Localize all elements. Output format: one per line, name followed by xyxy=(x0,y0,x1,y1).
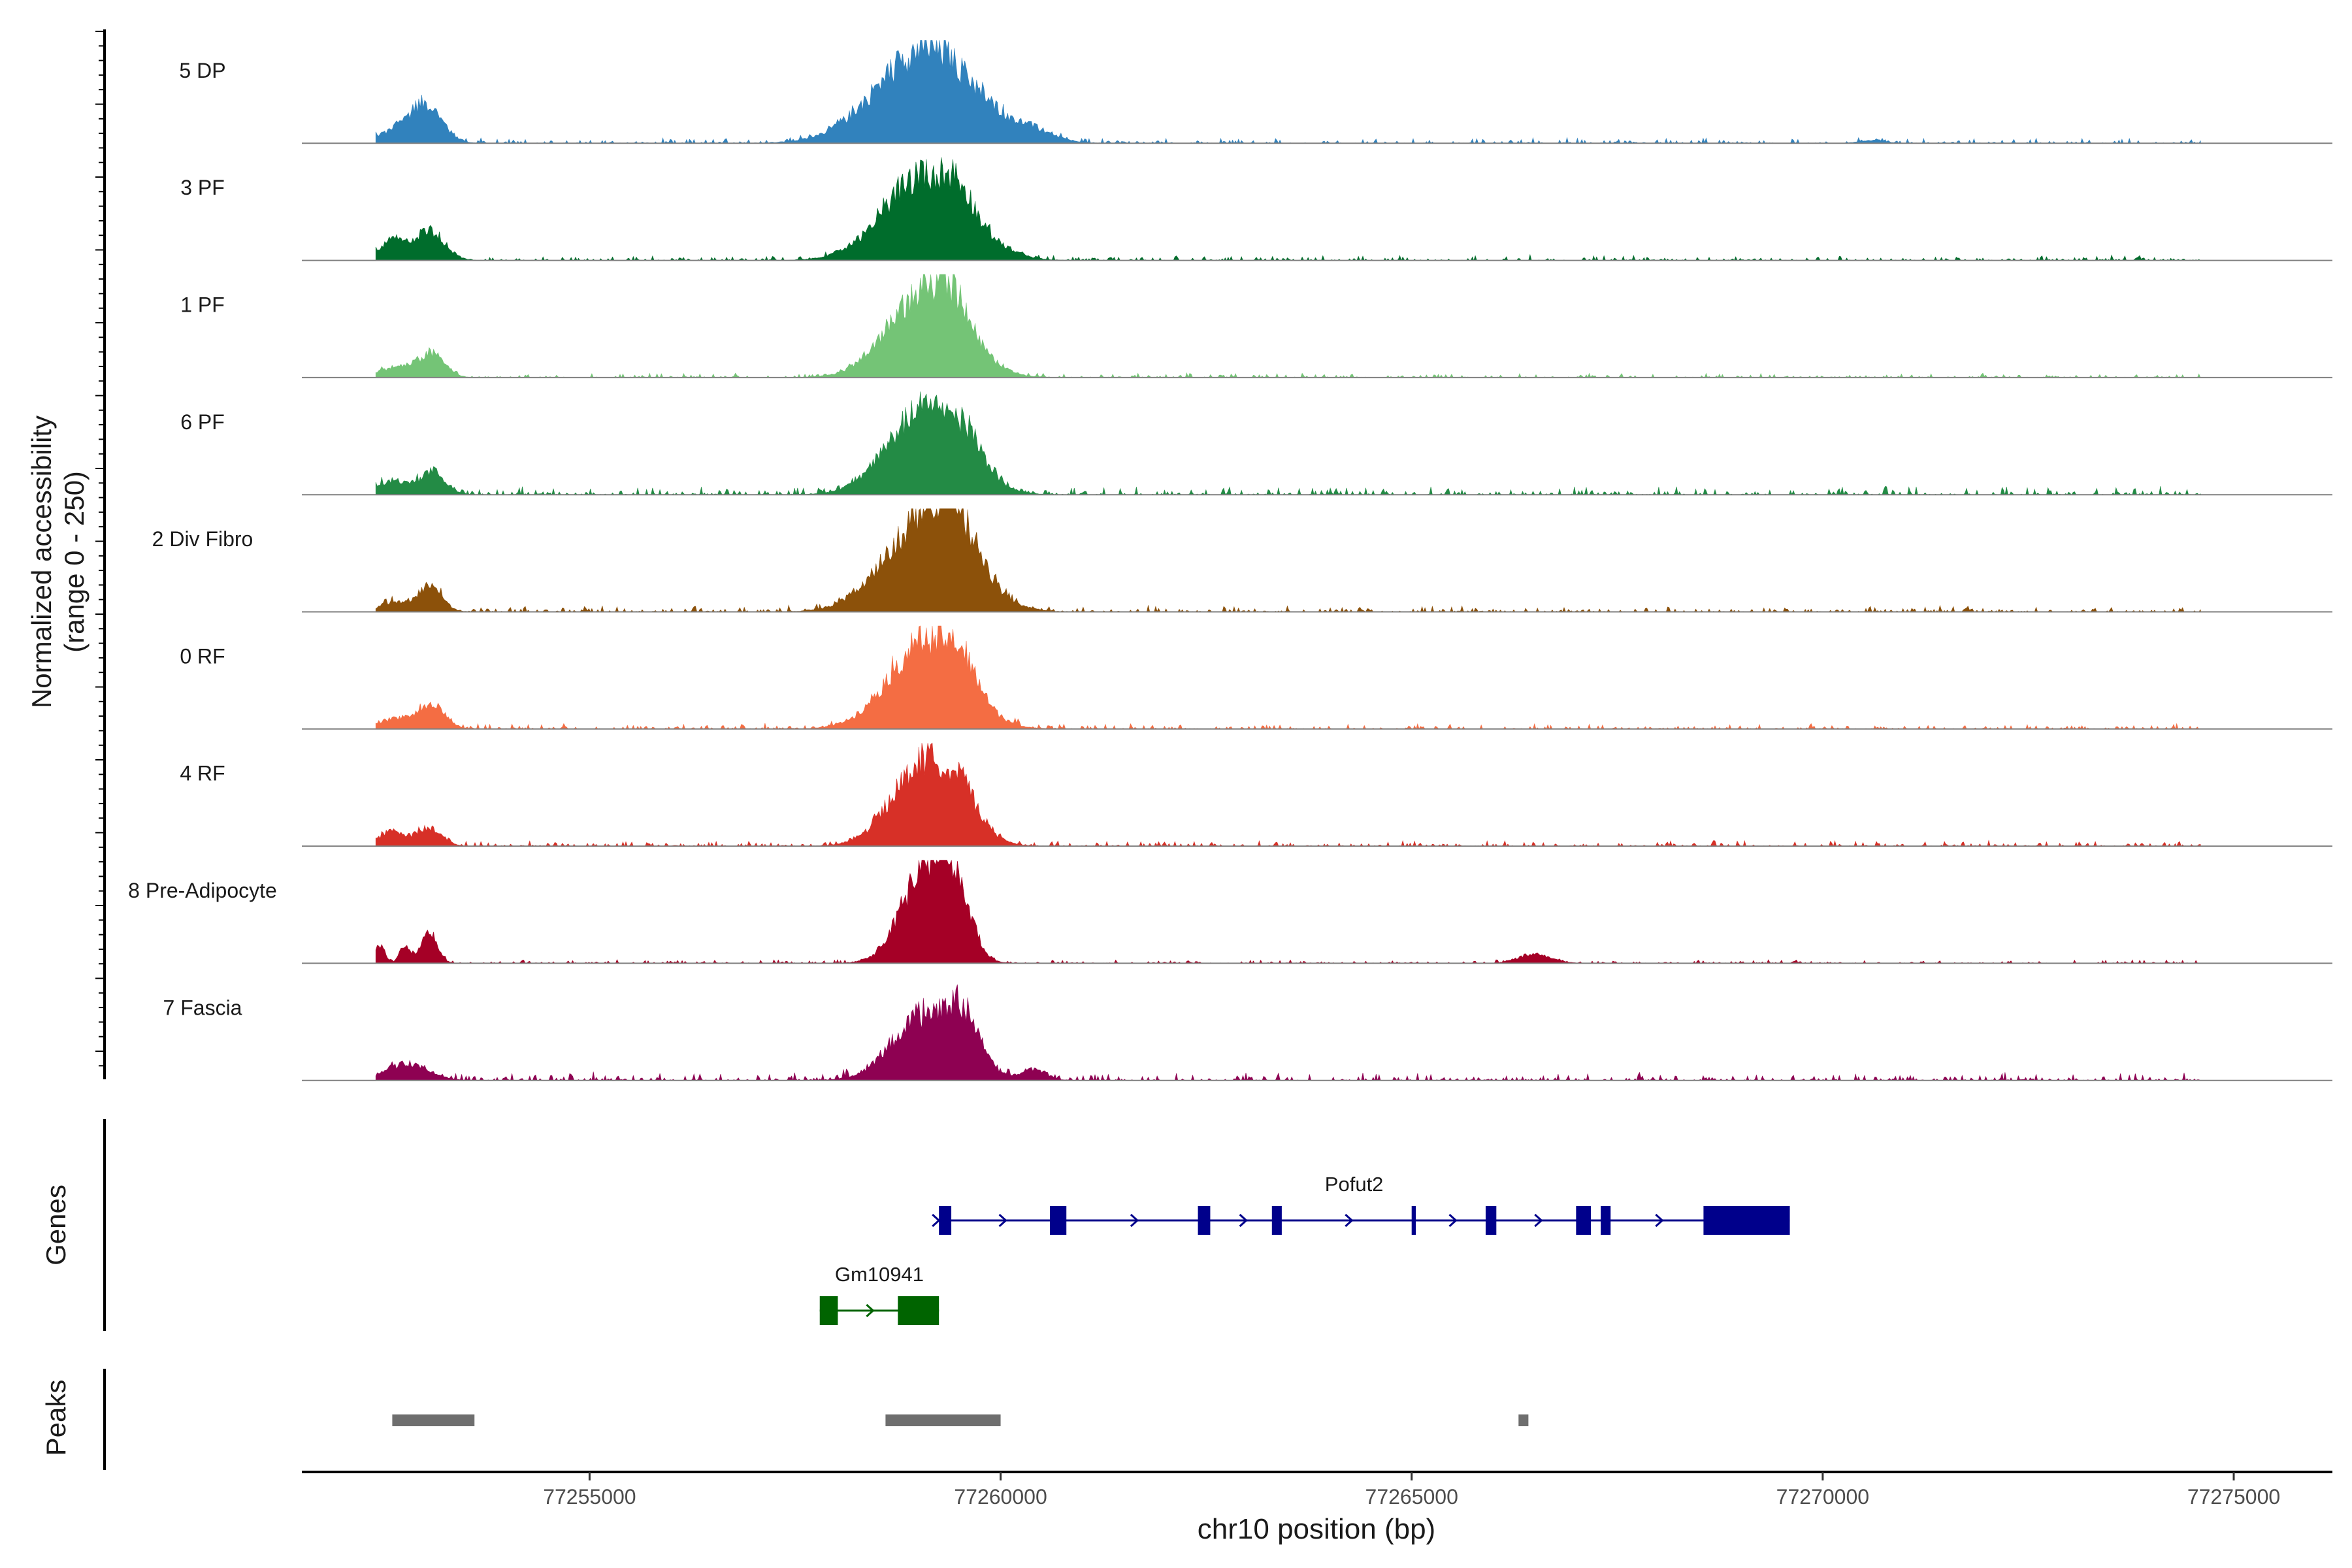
gene-exon xyxy=(1050,1206,1067,1235)
track-1-pf: 1 PF xyxy=(180,274,2332,378)
track-4-rf: 4 RF xyxy=(180,742,2332,847)
track-0-rf: 0 RF xyxy=(180,625,2332,730)
track-3-pf: 3 PF xyxy=(180,157,2332,261)
gene-exon xyxy=(1198,1206,1211,1235)
x-tick-label: 77260000 xyxy=(954,1485,1047,1509)
track-5-dp: 5 DP xyxy=(179,40,2332,144)
strand-arrow xyxy=(1130,1213,1139,1228)
gene-pofut2: Pofut2 xyxy=(932,1173,1790,1235)
strand-arrow xyxy=(932,1213,941,1228)
coverage-area xyxy=(375,274,2201,378)
gene-exon xyxy=(898,1296,939,1325)
gene-exon xyxy=(1411,1206,1416,1235)
coverage-area xyxy=(375,508,2202,613)
coverage-area xyxy=(375,40,2202,144)
gene-exon xyxy=(1576,1206,1592,1235)
strand-arrow xyxy=(866,1303,875,1318)
track-label: 3 PF xyxy=(180,176,225,199)
gene-exon xyxy=(1271,1206,1282,1235)
gene-exon xyxy=(819,1296,838,1325)
x-axis-title: chr10 position (bp) xyxy=(1198,1513,1435,1545)
x-axis: 77255000 77260000 77265000 77270000 77275000 xyxy=(302,1471,2332,1509)
coverage-area xyxy=(375,742,2202,847)
coverage-area xyxy=(375,859,2201,964)
track-label: 2 Div Fibro xyxy=(152,527,253,551)
track-2-div-fibro: 2 Div Fibro xyxy=(152,508,2332,613)
gene-exon xyxy=(1485,1206,1497,1235)
genes-panel-label: Genes xyxy=(41,1184,71,1266)
coverage-area xyxy=(375,984,2201,1081)
gene-label: Pofut2 xyxy=(1325,1173,1384,1196)
gene-gm10941: Gm10941 xyxy=(819,1263,939,1325)
strand-arrow xyxy=(1448,1213,1458,1228)
y-axis-label: Normalized accessibility xyxy=(26,416,57,708)
track-7-fascia: 7 Fascia xyxy=(163,984,2332,1081)
track-label: 8 Pre-Adipocyte xyxy=(128,879,277,902)
strand-arrow xyxy=(1534,1213,1543,1228)
strand-arrow xyxy=(998,1213,1007,1228)
gene-exon xyxy=(1601,1206,1611,1235)
strand-arrow xyxy=(1655,1213,1664,1228)
x-tick-label: 77265000 xyxy=(1365,1485,1458,1509)
coverage-tracks: 5 DP 3 PF 1 PF 6 PF 2 Div Fibro 0 RF 4 RF 8 Pre… xyxy=(95,29,2332,1081)
peak-region xyxy=(885,1414,1001,1426)
y-axis-label-range: (range 0 - 250) xyxy=(59,471,90,653)
track-label: 5 DP xyxy=(179,59,225,82)
x-tick-label: 77275000 xyxy=(2187,1485,2280,1509)
track-label: 0 RF xyxy=(180,644,225,668)
track-label: 1 PF xyxy=(180,293,225,316)
strand-arrow xyxy=(1345,1213,1354,1228)
coverage-area xyxy=(375,625,2201,730)
strand-arrow xyxy=(1239,1213,1248,1228)
gene-label: Gm10941 xyxy=(835,1263,924,1286)
track-label: 6 PF xyxy=(180,410,225,434)
track-label: 4 RF xyxy=(180,762,225,785)
track-6-pf: 6 PF xyxy=(180,391,2332,496)
gene-exon xyxy=(1703,1206,1790,1235)
peaks-panel-label: Peaks xyxy=(41,1380,71,1456)
peak-region xyxy=(1518,1414,1529,1426)
track-8-pre-adipocyte: 8 Pre-Adipocyte xyxy=(128,859,2332,964)
track-label: 7 Fascia xyxy=(163,996,242,1019)
peaks-panel xyxy=(103,1369,1529,1470)
peak-region xyxy=(392,1414,475,1426)
coverage-area xyxy=(375,391,2202,496)
coverage-area xyxy=(375,157,2201,261)
x-tick-label: 77270000 xyxy=(1776,1485,1869,1509)
gene-exon xyxy=(939,1206,952,1235)
gene-annotation-panel: Pofut2 Gm10941 xyxy=(103,1119,1790,1331)
x-tick-label: 77255000 xyxy=(543,1485,636,1509)
